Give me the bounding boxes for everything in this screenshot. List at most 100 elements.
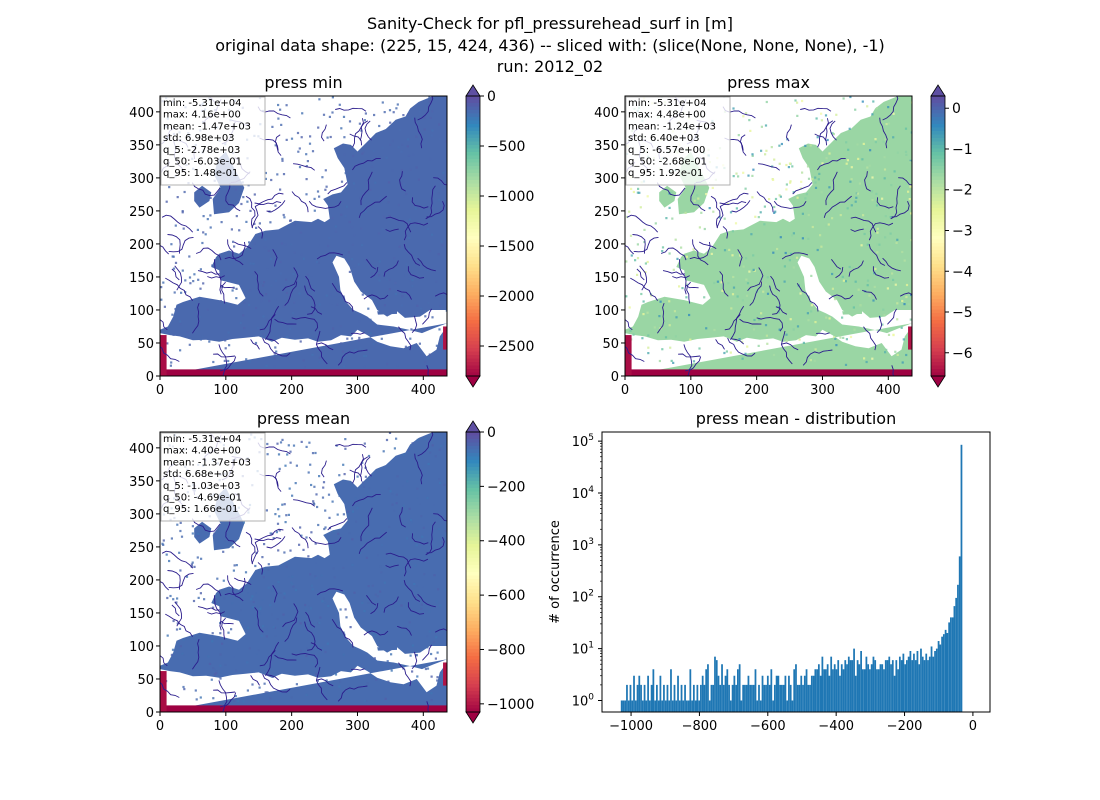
pixel-speck — [266, 453, 269, 456]
pixel-speck — [881, 197, 884, 200]
pixel-speck — [903, 303, 906, 306]
river — [197, 606, 221, 611]
colorbar-segment — [931, 110, 945, 115]
colorbar-segment — [931, 323, 945, 328]
pixel-speck — [805, 193, 808, 196]
river — [250, 339, 260, 350]
histogram-bar — [692, 684, 695, 712]
histogram-bar — [950, 617, 952, 712]
stats-line: std: 6.68e+03 — [163, 469, 235, 480]
pixel-speck — [891, 272, 894, 275]
colorbar-segment — [466, 502, 480, 507]
river — [265, 641, 280, 677]
river — [266, 536, 286, 549]
pixel-speck — [873, 285, 876, 288]
river — [383, 596, 399, 613]
pixel-speck — [760, 149, 763, 152]
pixel-speck — [768, 198, 771, 201]
pixel-speck — [380, 544, 384, 547]
pixel-speck — [396, 103, 399, 106]
pixel-speck — [282, 305, 285, 308]
pixel-speck — [359, 215, 362, 218]
colorbar-segment — [466, 677, 480, 682]
colorbar-segment — [466, 572, 480, 577]
y-tick-label: 400 — [594, 106, 619, 121]
pixel-speck — [424, 315, 427, 318]
pixel-speck — [344, 447, 347, 450]
pixel-speck — [815, 117, 818, 120]
pixel-speck — [279, 591, 282, 595]
pixel-speck — [171, 655, 174, 658]
pixel-speck — [887, 106, 890, 109]
pixel-speck — [248, 303, 251, 306]
pixel-speck — [274, 204, 277, 207]
pixel-speck — [650, 294, 653, 297]
pixel-speck — [287, 226, 290, 229]
pixel-speck — [409, 279, 412, 282]
colorbar-segment — [466, 222, 480, 227]
river — [769, 285, 781, 315]
pixel-speck — [866, 284, 869, 287]
pixel-speck — [359, 551, 362, 554]
river — [737, 249, 743, 267]
river — [407, 266, 425, 279]
river — [848, 260, 864, 277]
pixel-speck — [402, 179, 405, 182]
pixel-speck — [630, 187, 633, 190]
colorbar-segment — [931, 131, 945, 136]
histogram-bar — [817, 664, 820, 712]
y-tick-label: 50 — [137, 673, 154, 688]
river — [197, 270, 221, 275]
colorbar-segment — [931, 337, 945, 342]
pixel-speck — [363, 485, 366, 488]
colorbar-tick-label: −500 — [487, 139, 525, 155]
pixel-speck — [747, 174, 750, 177]
colorbar-segment — [931, 309, 945, 314]
pixel-speck — [400, 304, 403, 307]
pixel-speck — [402, 504, 405, 507]
histogram-bar — [927, 660, 929, 712]
river — [352, 157, 381, 171]
pixel-speck — [415, 135, 418, 138]
pixel-speck — [886, 287, 889, 290]
river — [882, 257, 901, 272]
stats-line: q_95: 1.48e-01 — [163, 168, 238, 179]
histogram-bar — [694, 700, 697, 712]
pixel-speck — [166, 634, 169, 637]
pixel-speck — [314, 451, 317, 455]
colorbar-segment — [466, 523, 480, 528]
river — [385, 216, 412, 233]
pixel-speck — [735, 207, 738, 210]
pixel-speck — [716, 280, 719, 283]
pixel-speck — [343, 473, 346, 476]
histogram-bar — [678, 700, 681, 712]
colorbar-segment — [466, 635, 480, 640]
colorbar-segment — [931, 278, 945, 283]
colorbar-segment — [466, 257, 480, 262]
pixel-speck — [409, 654, 412, 657]
river — [363, 630, 389, 636]
pixel-speck — [821, 162, 824, 165]
colorbar-segment — [931, 225, 945, 230]
pixel-speck — [440, 445, 443, 448]
colorbar-segment — [466, 292, 480, 297]
pixel-speck — [831, 287, 834, 290]
pixel-speck — [409, 267, 412, 271]
river — [715, 339, 725, 350]
pixel-speck — [364, 699, 367, 702]
stats-line: q_5: -2.78e+03 — [163, 145, 240, 156]
colorbar-segment — [931, 302, 945, 307]
colorbar-segment — [466, 544, 480, 549]
river — [686, 281, 691, 304]
river — [719, 201, 747, 207]
histogram-bar — [770, 669, 773, 712]
pixel-speck — [318, 361, 321, 364]
colorbar-segment — [466, 369, 480, 374]
pixel-speck — [664, 336, 668, 339]
pixel-speck — [378, 536, 381, 539]
pixel-speck — [669, 346, 672, 349]
pixel-speck — [420, 607, 423, 610]
pixel-speck — [263, 543, 266, 546]
pixel-speck — [321, 600, 324, 603]
pixel-speck — [876, 227, 879, 230]
